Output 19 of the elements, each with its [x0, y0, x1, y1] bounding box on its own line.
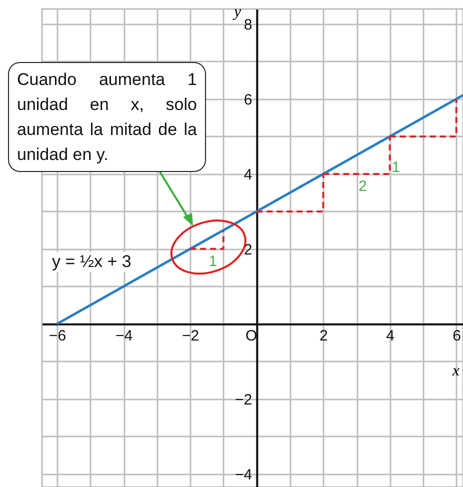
- x-tick-label: −6: [48, 327, 66, 344]
- y-tick-label: −4: [235, 466, 252, 484]
- y-tick-label: 2: [244, 241, 252, 258]
- annotation: 2: [358, 178, 367, 195]
- annotation: Cuando aumenta 1 unidad en x, solo aumenta la mitad de la unidad en y.: [8, 62, 206, 172]
- series-label: y = ½x + 3: [50, 252, 134, 272]
- x-tick-label: 6: [452, 327, 462, 344]
- x-tick-label: 2: [320, 327, 328, 344]
- y-tick-label: 6: [244, 91, 252, 108]
- x-axis-title: x: [451, 362, 460, 380]
- x-tick-label: −4: [115, 327, 133, 344]
- x-tick-label: −2: [182, 327, 200, 344]
- x-tick-label: 4: [386, 327, 394, 344]
- y-axis-title: y: [232, 4, 242, 20]
- y-tick-label: 4: [244, 166, 252, 184]
- y-tick-label: −2: [235, 391, 252, 408]
- annotation: 1: [392, 159, 400, 176]
- annotation: 1: [208, 252, 218, 270]
- y-tick-label: 8: [244, 16, 252, 34]
